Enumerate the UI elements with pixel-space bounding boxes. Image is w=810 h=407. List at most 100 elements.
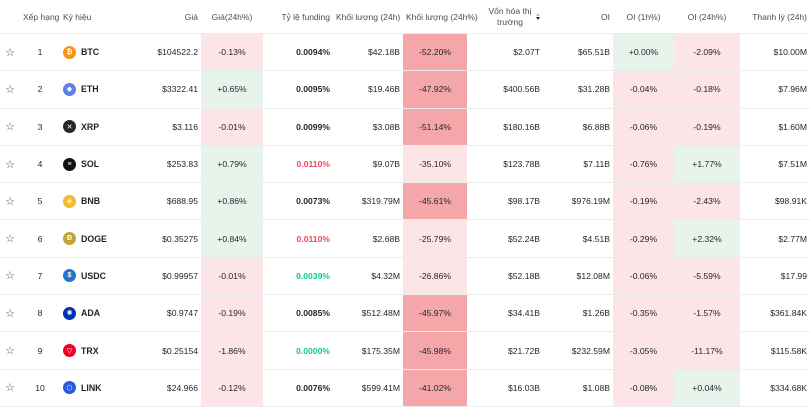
liquidation-cell: $361.84K — [740, 294, 810, 333]
table-row[interactable]: ☆ 1 ₿ BTC $104522.2 -0.13% 0.0094% $42.18B -52.2… — [0, 33, 810, 72]
market-cap-cell: $180.16B — [467, 108, 543, 146]
market-cap-cell: $52.18B — [467, 257, 543, 296]
change-cell: -0.13% — [201, 33, 263, 72]
symbol-cell[interactable]: $ USDC — [60, 257, 130, 296]
xrp-icon: ✕ — [63, 120, 76, 134]
market-cap-cell: $21.72B — [467, 331, 543, 370]
oi-1h-cell: -0.06% — [613, 108, 674, 146]
symbol-cell[interactable]: ◆ ETH — [60, 70, 130, 109]
header-symbol[interactable]: Ký hiệu — [60, 0, 130, 34]
symbol-cell[interactable]: Ð DOGE — [60, 219, 130, 258]
star-icon[interactable]: ☆ — [5, 270, 15, 283]
volume-change-cell: -26.86% — [403, 257, 467, 296]
sort-desc-icon[interactable] — [536, 13, 540, 20]
funding-cell: 0.0085% — [263, 294, 333, 333]
volume-change-cell: -35.10% — [403, 145, 467, 184]
market-cap-cell: $2.07T — [467, 33, 543, 72]
volume-change-cell: -41.02% — [403, 369, 467, 407]
funding-cell: 0.0095% — [263, 70, 333, 109]
table-row[interactable]: ☆ 2 ◆ ETH $3322.41 +0.65% 0.0095% $19.46B -47.92… — [0, 70, 810, 109]
star-icon[interactable]: ☆ — [5, 307, 15, 320]
header-change[interactable]: Giá(24h%) — [201, 0, 263, 34]
symbol-cell[interactable]: ₿ BTC — [60, 33, 130, 72]
star-icon[interactable]: ☆ — [5, 158, 15, 171]
star-icon[interactable]: ☆ — [5, 382, 15, 395]
star-icon[interactable]: ☆ — [5, 83, 15, 96]
symbol-cell[interactable]: ◈ BNB — [60, 182, 130, 221]
volume-change-cell: -47.92% — [403, 70, 467, 109]
change-cell: -0.12% — [201, 369, 263, 407]
oi-cell: $232.59M — [543, 331, 613, 370]
liquidation-cell: $334.68K — [740, 369, 810, 407]
market-cap-cell: $52.24B — [467, 219, 543, 258]
oi-cell: $65.51B — [543, 33, 613, 72]
oi-1h-cell: -0.29% — [613, 219, 674, 258]
price-cell: $0.25154 — [130, 331, 201, 370]
star-icon[interactable]: ☆ — [5, 195, 15, 208]
volume-cell: $19.46B — [333, 70, 403, 109]
change-cell: -0.01% — [201, 108, 263, 146]
table-row[interactable]: ☆ 4 ≡ SOL $253.83 +0.79% 0.0110% $9.07B -35.10% $… — [0, 145, 810, 184]
header-liquidation[interactable]: Thanh lý (24h) — [740, 0, 810, 34]
market-cap-cell: $34.41B — [467, 294, 543, 333]
liquidation-cell: $1.60M — [740, 108, 810, 146]
symbol-cell[interactable]: ≡ SOL — [60, 145, 130, 184]
change-cell: -0.01% — [201, 257, 263, 296]
rank-cell: 3 — [20, 108, 60, 146]
funding-cell: 0.0076% — [263, 369, 333, 407]
volume-cell: $319.79M — [333, 182, 403, 221]
volume-cell: $42.18B — [333, 33, 403, 72]
volume-change-cell: -45.61% — [403, 182, 467, 221]
header-volume-change[interactable]: Khối lượng (24h%) — [403, 0, 478, 34]
symbol-cell[interactable]: ✕ XRP — [60, 108, 130, 146]
rank-cell: 4 — [20, 145, 60, 184]
star-icon[interactable]: ☆ — [5, 345, 15, 358]
table-row[interactable]: ☆ 3 ✕ XRP $3.116 -0.01% 0.0099% $3.08B -51.14% $1… — [0, 108, 810, 146]
symbol-label: SOL — [81, 159, 100, 170]
rank-cell: 5 — [20, 182, 60, 221]
star-icon[interactable]: ☆ — [5, 46, 15, 59]
price-cell: $253.83 — [130, 145, 201, 184]
volume-change-cell: -52.20% — [403, 33, 467, 72]
volume-cell: $9.07B — [333, 145, 403, 184]
header-oi-24h[interactable]: OI (24h%) — [674, 0, 740, 34]
funding-cell: 0.0039% — [263, 257, 333, 296]
header-market-cap[interactable]: Vốn hóa thị trường — [467, 0, 543, 34]
price-cell: $0.35275 — [130, 219, 201, 258]
oi-1h-cell: +0.00% — [613, 33, 674, 72]
table-row[interactable]: ☆ 8 ✺ ADA $0.9747 -0.19% 0.0085% $512.48M -45.97… — [0, 294, 810, 333]
header-rank[interactable]: Xếp hạng — [20, 0, 60, 34]
header-oi[interactable]: OI — [543, 0, 613, 34]
symbol-label: TRX — [81, 345, 99, 356]
funding-cell: 0.0110% — [263, 145, 333, 184]
table-row[interactable]: ☆ 5 ◈ BNB $688.95 +0.86% 0.0073% $319.79M -45.61… — [0, 182, 810, 221]
liquidation-cell: $2.77M — [740, 219, 810, 258]
price-cell: $104522.2 — [130, 33, 201, 72]
header-funding[interactable]: Tỷ lệ funding — [263, 0, 333, 34]
table-header-row: Xếp hạng Ký hiệu Giá Giá(24h%) Tỷ lệ fun… — [0, 0, 810, 34]
symbol-cell[interactable]: ✺ ADA — [60, 294, 130, 333]
eth-icon: ◆ — [63, 82, 76, 96]
table-row[interactable]: ☆ 9 ▽ TRX $0.25154 -1.86% 0.0000% $175.35M -45.9… — [0, 331, 810, 370]
oi-cell: $4.51B — [543, 219, 613, 258]
header-oi-1h[interactable]: OI (1h%) — [613, 0, 674, 34]
oi-24h-cell: +1.77% — [674, 145, 740, 184]
header-volume[interactable]: Khối lượng (24h) — [333, 0, 403, 34]
oi-1h-cell: -0.35% — [613, 294, 674, 333]
table-row[interactable]: ☆ 10 ⬡ LINK $24.966 -0.12% 0.0076% $599.41M -41.… — [0, 369, 810, 407]
volume-change-cell: -45.98% — [403, 331, 467, 370]
symbol-cell[interactable]: ⬡ LINK — [60, 369, 130, 407]
oi-24h-cell: -5.59% — [674, 257, 740, 296]
symbol-cell[interactable]: ▽ TRX — [60, 331, 130, 370]
table-row[interactable]: ☆ 7 $ USDC $0.99957 -0.01% 0.0039% $4.32M -26.86… — [0, 257, 810, 296]
header-price[interactable]: Giá — [130, 0, 201, 34]
star-icon[interactable]: ☆ — [5, 121, 15, 134]
table-row[interactable]: ☆ 6 Ð DOGE $0.35275 +0.84% 0.0110% $2.68B -25.79… — [0, 219, 810, 258]
market-cap-cell: $400.56B — [467, 70, 543, 109]
star-icon[interactable]: ☆ — [5, 233, 15, 246]
oi-1h-cell: -0.19% — [613, 182, 674, 221]
price-cell: $0.99957 — [130, 257, 201, 296]
funding-cell: 0.0110% — [263, 219, 333, 258]
bnb-icon: ◈ — [63, 194, 76, 208]
oi-24h-cell: -2.09% — [674, 33, 740, 72]
